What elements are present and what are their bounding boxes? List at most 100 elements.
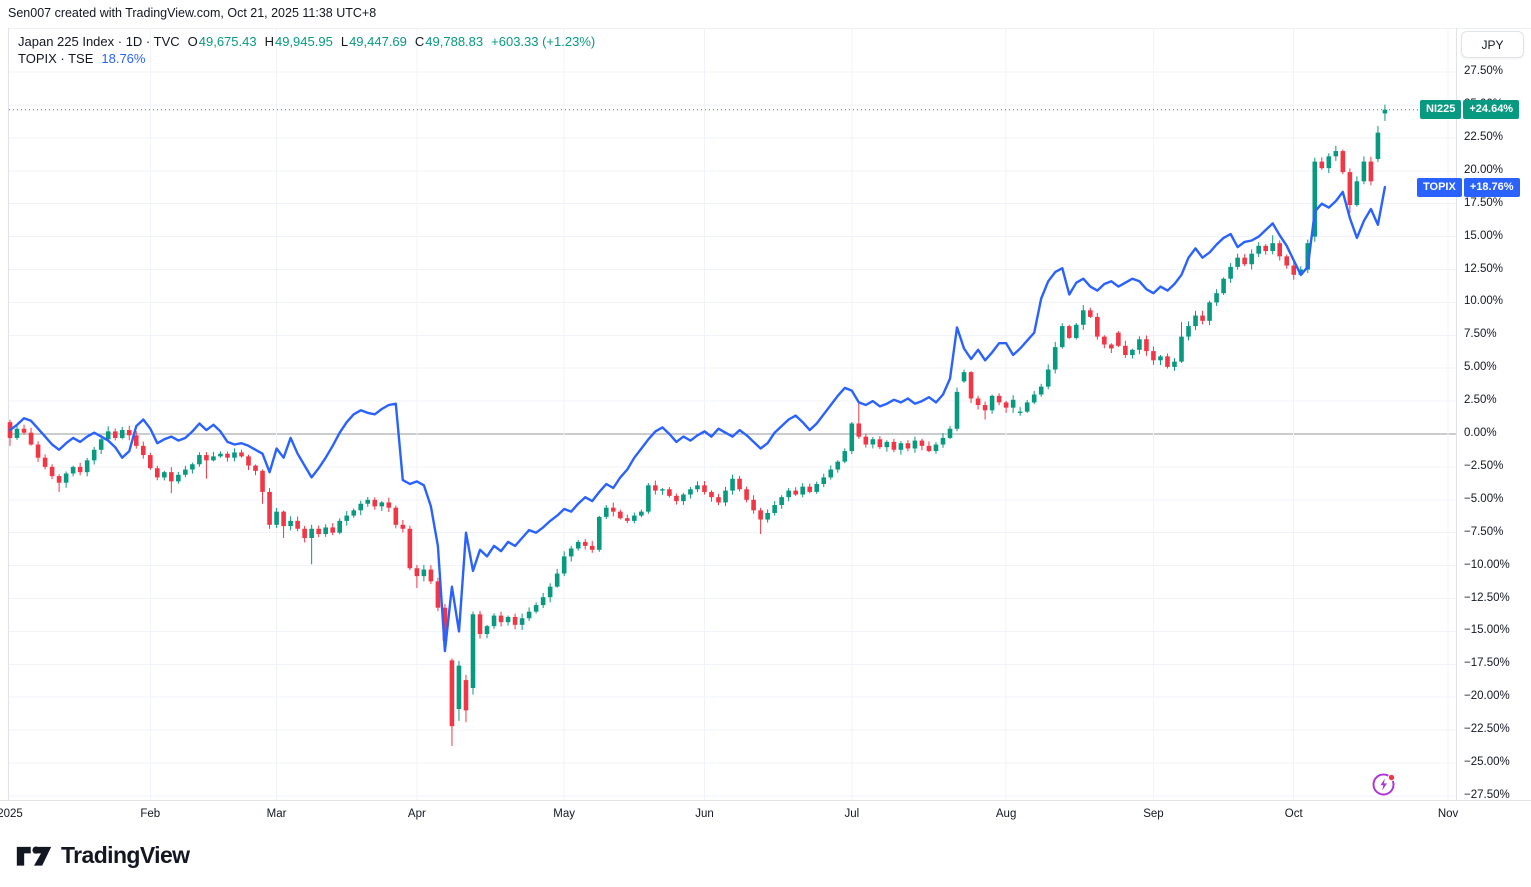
candle-body [21,428,27,433]
candle-body [28,432,34,445]
candle-body [288,520,293,527]
candle-body [961,372,967,382]
candle-body [281,511,286,527]
candle-body [996,395,1002,403]
x-tick-label: 2025 [0,808,23,820]
candle-body [646,485,651,512]
candle-body [786,490,791,498]
candle-body [533,605,539,612]
candle-body [232,452,237,458]
candle-body [133,435,139,446]
candle-body [975,398,981,406]
candle-body [112,431,118,438]
candle-body [653,485,658,491]
candle-body [716,497,721,503]
price-pane[interactable] [0,28,1531,800]
snapshot-caption: Sen007 created with TradingView.com, Oct… [8,6,377,20]
time-axis[interactable]: 2025 Feb Mar Apr May Jun Jul Aug Sep Oct Nov [0,800,1531,828]
candle-body [386,502,392,508]
y-tick-label: −27.50% [1464,788,1510,801]
candle-body [519,618,525,625]
boost-button[interactable] [1370,770,1398,798]
candle-body [1368,161,1374,182]
candle-body [176,474,181,482]
candle-body [1207,302,1212,321]
candle-body [1144,339,1149,352]
candle-body [1165,356,1170,367]
candle-body [1017,411,1023,413]
candle-body [162,472,167,478]
candle-body [119,430,125,438]
topix-badge-label: TOPIX [1417,177,1462,197]
candle-body [954,391,960,429]
candle-body [190,464,195,470]
y-tick-label: 15.00% [1464,229,1504,242]
ohlc-close: C 49,788.83 [414,34,484,49]
candle-body [1242,257,1247,265]
candle-body [148,455,153,469]
candle-body [351,510,357,516]
candle-body [1038,386,1044,395]
candle-body [1052,347,1058,370]
y-tick-label: −17.50% [1464,657,1510,670]
candle-body [267,491,272,525]
x-tick-label: Jul [844,808,860,820]
candle-body [554,573,560,587]
topix-title: TOPIX · TSE [18,51,94,66]
candle-body [1249,253,1254,265]
candle-body [1221,278,1226,294]
candle-body [42,457,48,467]
candle-body [260,470,265,492]
x-tick-label: Nov [1437,808,1459,820]
y-tick-label: 10.00% [1464,295,1504,308]
tradingview-logo[interactable]: TradingView [16,841,190,869]
x-tick-label: Feb [140,808,161,820]
candle-body [197,455,202,465]
candle-body [891,441,897,450]
candle-body [632,515,637,521]
candle-body [1312,161,1318,237]
candle-body [274,511,279,525]
y-tick-label: −7.50% [1464,525,1504,538]
candle-body [744,489,749,500]
candle-body [1305,243,1311,270]
candle-body [105,431,111,440]
candle-body [379,502,385,507]
candle-body [681,494,686,502]
ni225-badge-value: +24.64% [1463,100,1520,120]
currency-toggle-button[interactable]: JPY [1461,31,1524,58]
legend-row-topix[interactable]: TOPIX · TSE 18.76% [18,50,595,67]
candle-body [323,527,328,535]
ohlc-low: L 49,447.69 [340,34,407,49]
candle-body [155,468,160,478]
candle-body [1193,315,1198,327]
candle-body [779,497,784,506]
candle-body [211,456,216,461]
candle-body [1003,402,1009,408]
candle-body [407,528,413,569]
candle-body [667,489,672,496]
candle-body [1024,402,1030,412]
x-tick-label: Apr [407,808,426,820]
candle-body [14,428,20,438]
candle-body [491,615,497,627]
candle-body [765,512,770,520]
candle-body [540,597,546,606]
y-tick-label: 5.00% [1464,361,1497,374]
candle-body [309,528,314,538]
y-tick-label: −22.50% [1464,723,1510,736]
candle-body [702,485,707,492]
candle-body [98,439,104,450]
candle-body [225,453,230,458]
candle-body [1361,161,1367,182]
candle-body [1073,324,1079,338]
candle-body [1200,315,1205,321]
candle-body [400,524,406,529]
x-tick-label: May [553,808,576,820]
y-tick-label: 7.50% [1464,328,1497,341]
candle-body [414,568,420,577]
x-tick-label: Jun [695,808,714,820]
candle-body [1354,181,1360,206]
candle-body [947,428,953,438]
